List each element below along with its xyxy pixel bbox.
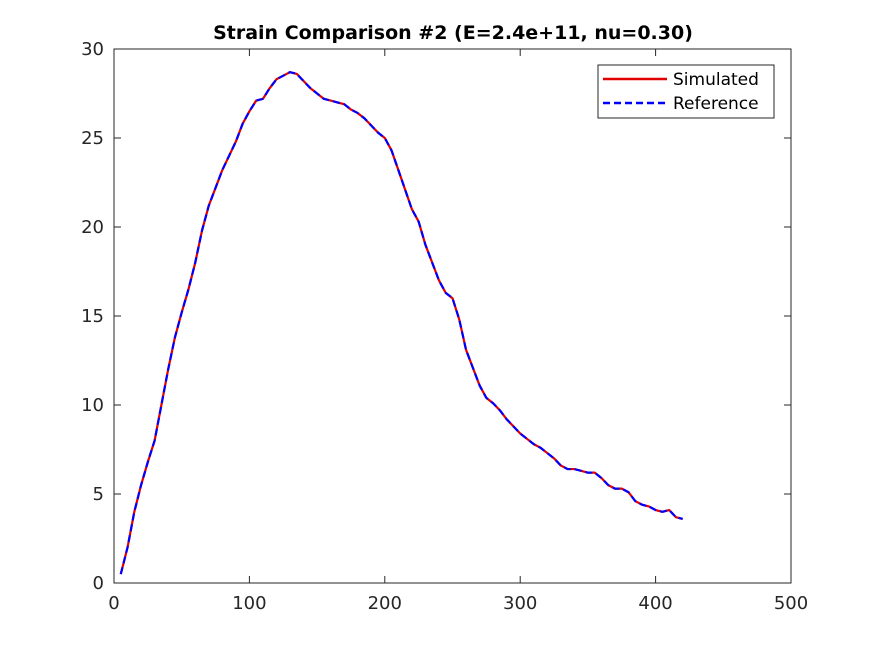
x-tick-label: 0 [108,593,119,614]
y-tick-label: 20 [81,217,104,238]
y-tick-label: 25 [81,128,104,149]
x-tick-label: 200 [368,593,402,614]
y-tick-label: 15 [81,306,104,327]
axes-box [113,48,792,584]
legend-simulated-label: Simulated [673,70,759,90]
x-tick-label: 500 [774,593,808,614]
legend: Simulated Reference [597,64,775,119]
legend-reference-label: Reference [673,94,759,114]
x-tick-label: 400 [638,593,672,614]
x-tick-label: 100 [232,593,266,614]
plot-area [114,49,791,583]
y-tick-label: 0 [93,573,104,594]
x-tick-label: 300 [503,593,537,614]
series-layer [119,71,683,575]
y-tick-label: 5 [93,484,104,505]
y-tick-label: 10 [81,395,104,416]
axis-ticks: 0 100 200 300 400 500 0 5 10 15 20 25 30 [81,39,808,614]
legend-box [597,64,775,119]
series-line-reference [119,71,683,575]
y-tick-label: 30 [81,39,104,60]
chart-title: Strain Comparison #2 (E=2.4e+11, nu=0.30… [213,22,693,44]
